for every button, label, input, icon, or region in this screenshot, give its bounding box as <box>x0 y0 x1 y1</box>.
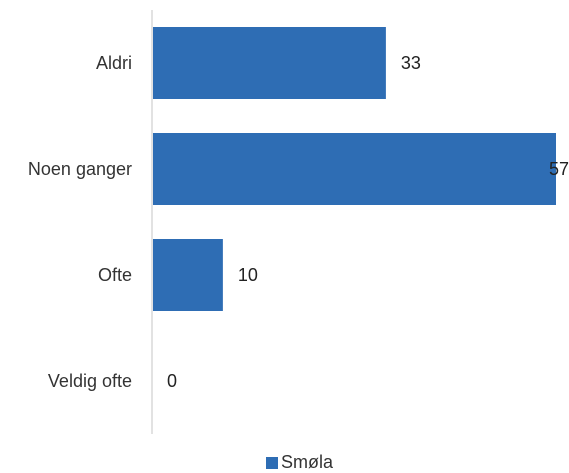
category-label: Veldig ofte <box>48 371 132 391</box>
data-label: 0 <box>167 371 177 391</box>
category-label: Noen ganger <box>28 159 132 179</box>
legend-label: Smøla <box>281 452 334 472</box>
category-label: Ofte <box>98 265 132 285</box>
bar-ofte <box>153 239 223 311</box>
category-label: Aldri <box>96 53 132 73</box>
data-label: 33 <box>401 53 421 73</box>
data-label: 57 <box>549 159 569 179</box>
chart-legend: Smøla <box>266 452 333 473</box>
legend-swatch <box>266 456 278 469</box>
data-label: 10 <box>238 265 258 285</box>
bar-noen-ganger <box>153 133 556 205</box>
bar-aldri <box>153 27 386 99</box>
